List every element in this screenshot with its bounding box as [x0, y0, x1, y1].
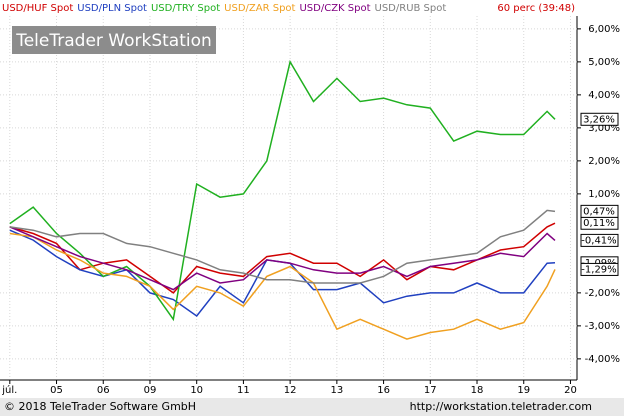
x-tick-label: 16 — [377, 385, 390, 396]
x-tick-label: 19 — [517, 385, 530, 396]
legend-item: USD/ZAR Spot — [224, 3, 295, 14]
interval: 60 perc (39:48) — [497, 3, 575, 14]
series-line — [9, 226, 556, 291]
legend-item: USD/HUF Spot — [2, 3, 73, 14]
value-label-box — [580, 112, 619, 126]
x-tick-label: 12 — [284, 385, 297, 396]
value-label-box — [580, 204, 619, 218]
x-tick-label: 05 — [50, 385, 63, 396]
watermark: TeleTrader WorkStation — [15, 31, 212, 51]
y-tick-label: -2,00% — [585, 288, 620, 299]
y-tick-label: 2,00% — [588, 156, 620, 167]
value-label: -1,29% — [581, 264, 616, 275]
legend-item: USD/CZK Spot — [299, 3, 370, 14]
url: http://workstation.teletrader.com — [410, 400, 592, 413]
x-tick-label: 10 — [190, 385, 203, 396]
value-label-box — [580, 233, 619, 247]
x-tick-label: júl. — [1, 384, 17, 396]
series-line — [9, 209, 556, 284]
footer-bar — [0, 398, 624, 416]
x-tick-label: 17 — [424, 385, 437, 396]
x-tick-label: 18 — [471, 385, 484, 396]
y-tick-label: -4,00% — [585, 354, 620, 365]
copyright: © 2018 TeleTrader Software GmbH — [4, 400, 196, 413]
x-tick-label: 11 — [237, 385, 250, 396]
y-tick-label: -3,00% — [585, 321, 620, 332]
x-tick-label: 13 — [330, 385, 343, 396]
value-label: 0,47% — [583, 206, 615, 217]
value-label-box — [580, 262, 619, 276]
legend: USD/HUF Spot USD/PLN Spot USD/TRY Spot USD/… — [2, 3, 446, 14]
series-line — [9, 232, 556, 340]
legend-item: USD/PLN Spot — [77, 3, 147, 14]
value-label: -0,41% — [581, 235, 616, 246]
y-tick-label: 6,00% — [588, 24, 620, 35]
series-line — [9, 59, 556, 322]
grid — [0, 16, 577, 378]
legend-item: USD/RUB Spot — [375, 3, 447, 14]
x-tick-label: 20 — [564, 385, 577, 396]
x-tick-label: 09 — [144, 385, 157, 396]
y-tick-label: 5,00% — [588, 57, 620, 68]
watermark-box — [12, 26, 216, 54]
value-label: 0,11% — [583, 218, 615, 229]
x-tick-label: 06 — [97, 385, 110, 396]
value-label: 3,26% — [583, 114, 615, 125]
legend-item: USD/TRY Spot — [151, 3, 220, 14]
y-tick-label: 3,00% — [588, 123, 620, 134]
y-tick-label: 1,00% — [588, 189, 620, 200]
y-tick-label: 4,00% — [588, 90, 620, 101]
